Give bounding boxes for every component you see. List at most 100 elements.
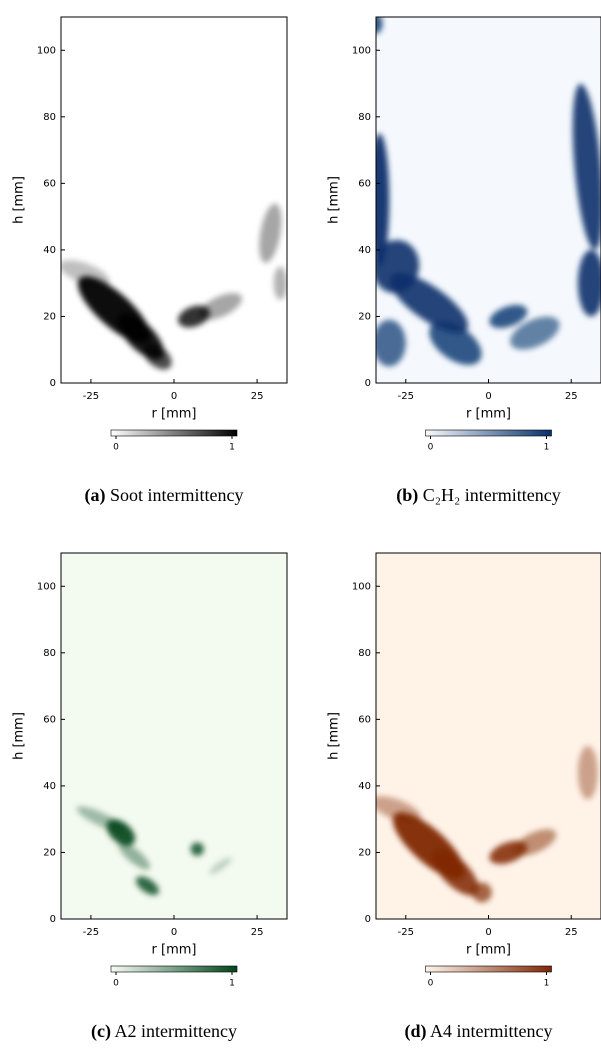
field-blob [577,249,601,317]
caption-label: (c) [91,1021,111,1042]
field-blob [376,319,406,367]
y-tick-label: 40 [43,781,56,792]
x-tick-label: -25 [398,927,414,938]
y-tick-label: 80 [358,112,371,123]
x-tick-label: 0 [485,391,491,402]
field-blob [76,806,126,832]
y-tick-label: 100 [352,45,371,56]
x-tick-label: 25 [565,391,578,402]
panel: -25 0 25 0 20 40 60 80 100 r [mm] h [mm] 0 1 (c) A2 i… [12,552,288,1042]
field-blob [135,876,159,896]
colorbar [110,965,238,973]
field-blob [489,304,528,329]
plot-background [61,553,287,919]
y-tick-label: 40 [358,781,371,792]
field-blob [577,745,598,800]
caption-text: A4 intermittency [430,1021,552,1041]
caption: (d) A4 intermittency [405,1021,553,1042]
panel: -25 0 25 0 20 40 60 80 100 r [mm] h [mm] 0 1 (d) A4 i… [327,552,601,1042]
field [376,745,598,903]
x-tick-label: -25 [398,391,414,402]
y-tick-label: 20 [358,847,371,858]
y-tick-label: 80 [43,648,56,659]
x-tick-label: 0 [485,927,491,938]
field-blob [376,17,383,34]
field-blob [572,83,601,250]
caption: (b) C₂H₂ intermittency [396,485,561,506]
colorbar [110,429,238,437]
y-tick-label: 80 [43,112,56,123]
caption: (a) Soot intermittency [85,485,244,506]
field-blob [389,273,469,334]
y-tick-label: 20 [43,847,56,858]
field-blob [376,133,390,267]
y-axis-label: h [mm] [12,176,27,224]
colorbar-tick-label: 0 [113,979,119,989]
caption-label: (d) [405,1021,427,1042]
field-blob [429,321,482,365]
y-tick-label: 20 [43,311,56,322]
caption: (c) A2 intermittency [91,1021,237,1042]
x-axis-label: r [mm] [152,407,197,422]
caption-text: C₂H₂ intermittency [423,485,561,505]
caption-text: A2 intermittency [115,1021,237,1041]
y-tick-label: 100 [352,581,371,592]
caption-label: (a) [85,485,106,506]
field-blob [510,316,560,350]
colorbar-tick-label: 0 [428,443,434,453]
y-tick-label: 60 [43,178,56,189]
x-tick-label: 0 [171,927,177,938]
x-tick-label: 25 [251,927,264,938]
y-tick-label: 20 [358,311,371,322]
field-blob [259,203,282,263]
y-axis-label: h [mm] [12,712,27,760]
y-tick-label: 100 [37,45,56,56]
x-tick-label: -25 [83,391,99,402]
field-blob [190,842,204,856]
y-axis-label: h [mm] [327,176,342,224]
colorbar-tick-label: 0 [428,979,434,989]
colorbar-tick-label: 0 [113,443,119,453]
x-axis-label: r [mm] [152,943,197,958]
colorbar [425,965,552,973]
colorbar-tick-label: 1 [229,979,235,989]
y-tick-label: 0 [365,378,371,389]
panel: -25 0 25 0 20 40 60 80 100 r [mm] h [mm] 0 1 (b) C₂H₂… [327,16,601,506]
field-blob [209,857,232,874]
plot-background [61,17,287,383]
caption-label: (b) [396,485,418,506]
caption-text: Soot intermittency [110,485,243,505]
panel: -25 0 25 0 20 40 60 80 100 r [mm] h [mm] 0 1 (a) Soot… [12,16,288,506]
y-tick-label: 0 [50,378,56,389]
field-blob [143,343,172,370]
colorbar-tick-label: 1 [544,979,550,989]
y-tick-label: 100 [37,581,56,592]
y-tick-label: 60 [358,178,371,189]
plot-background [376,553,601,919]
field-blob [199,293,243,320]
plot-background [376,17,601,383]
y-tick-label: 80 [358,648,371,659]
x-axis-label: r [mm] [466,407,511,422]
field-blob [513,829,557,856]
x-tick-label: 0 [171,391,177,402]
field-blob [432,849,479,896]
y-axis-label: h [mm] [327,712,342,760]
field-blob [471,882,492,903]
field [376,17,601,367]
x-tick-label: 25 [565,927,578,938]
field [61,203,287,370]
field-blob [118,841,150,870]
field-blob [273,266,287,300]
y-tick-label: 60 [43,714,56,725]
y-tick-label: 60 [358,714,371,725]
field [76,806,232,896]
y-tick-label: 0 [50,914,56,925]
x-tick-label: -25 [83,927,99,938]
x-axis-label: r [mm] [466,943,511,958]
y-tick-label: 0 [365,914,371,925]
colorbar [425,429,552,437]
y-tick-label: 40 [43,245,56,256]
